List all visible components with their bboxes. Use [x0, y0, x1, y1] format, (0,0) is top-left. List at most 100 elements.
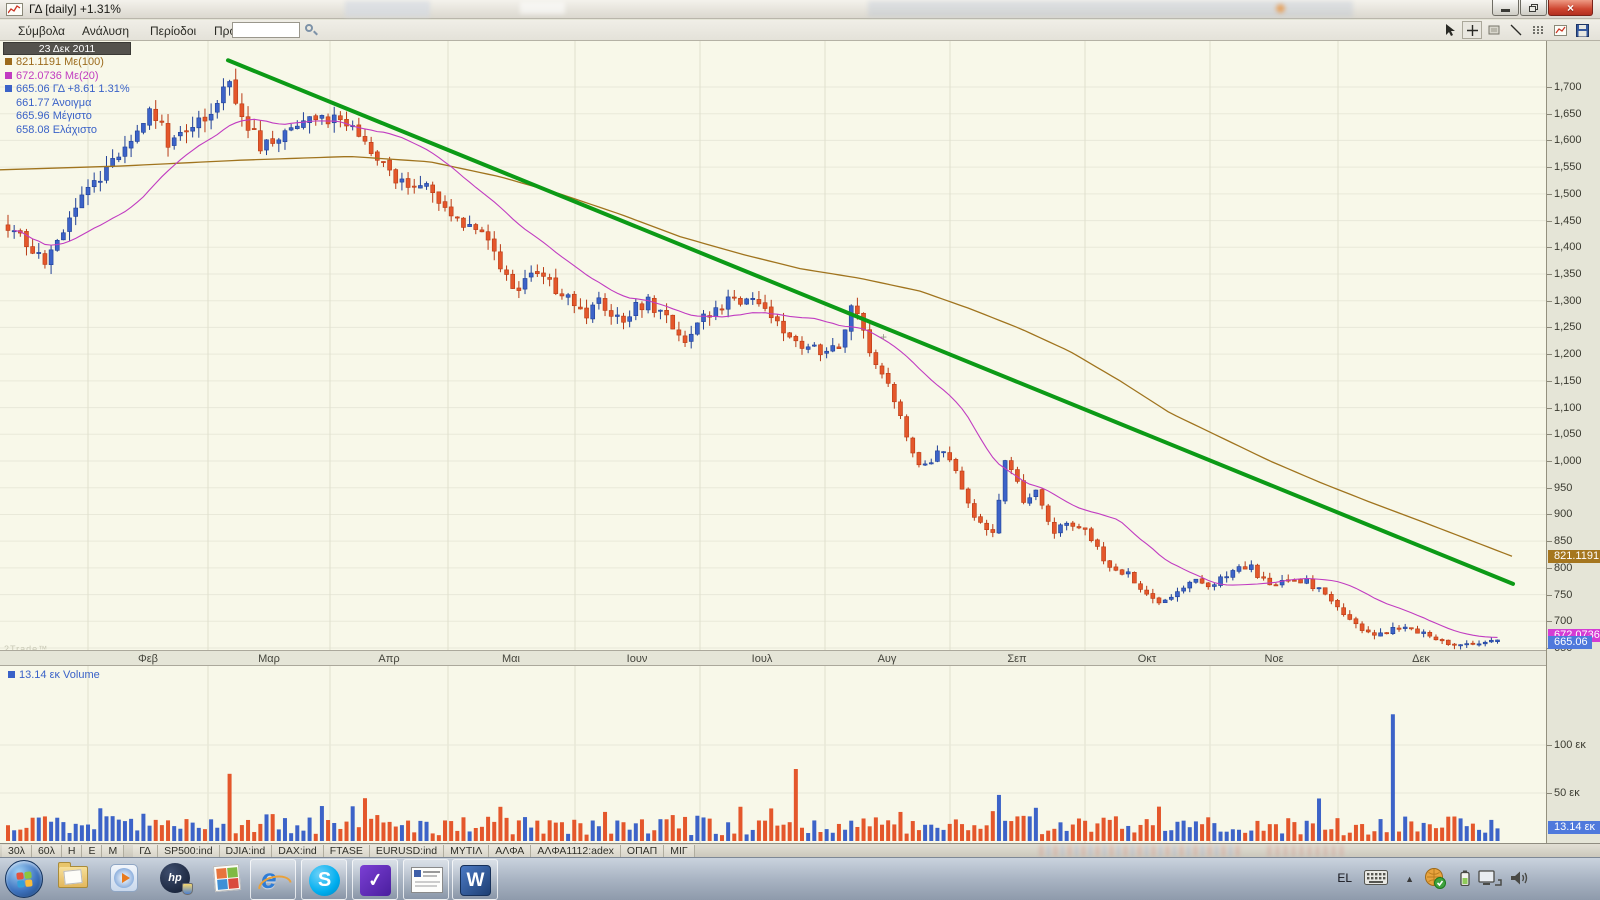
- pointer-tool-icon[interactable]: [1440, 21, 1460, 39]
- chart-legend: 23 Δεκ 2011: [3, 42, 131, 55]
- ghost-artifact: [868, 1, 1353, 17]
- app-icon: [6, 3, 23, 16]
- trading-app-taskbar-button[interactable]: ✓: [352, 859, 398, 900]
- chart-tool-icon[interactable]: [1550, 21, 1570, 39]
- month-label-Νοε: Νοε: [1264, 653, 1284, 665]
- svg-text:+: +: [880, 330, 887, 344]
- photo-viewer-taskbar-icon[interactable]: [212, 863, 242, 893]
- tab-SP500:ind[interactable]: SP500:ind: [158, 845, 220, 858]
- y-axis-label: 1,200: [1554, 348, 1582, 361]
- ie-taskbar-button[interactable]: e: [250, 859, 296, 900]
- y-axis-tickmark: [1547, 621, 1552, 623]
- time-axis: Φεβ Μαρ Απρ Μαι Ιουν Ιουλ Αυγ Σεπ Οκτ Νοε Δεκ: [0, 650, 1546, 666]
- tab-Ε[interactable]: Ε: [82, 845, 103, 858]
- tab-EURUSD:ind[interactable]: EURUSD:ind: [369, 845, 445, 858]
- y-axis-label: 1,500: [1554, 187, 1582, 200]
- y-axis-tickmark: [1547, 327, 1552, 329]
- volume-tickmark: [1547, 745, 1552, 746]
- trendline-tool-icon[interactable]: [1506, 21, 1526, 39]
- region-tool-icon[interactable]: [1484, 21, 1504, 39]
- ie-icon: e: [261, 863, 277, 894]
- tab-ΜΙΓ[interactable]: ΜΙΓ: [664, 845, 695, 858]
- y-axis-label: 900: [1554, 508, 1573, 521]
- tab-ΑΛΦΑ[interactable]: ΑΛΦΑ: [489, 845, 532, 858]
- tab-ΓΔ[interactable]: ΓΔ: [133, 845, 159, 858]
- cursor-date-label: 23 Δεκ 2011: [3, 42, 131, 55]
- ghost-artifact: [345, 1, 430, 17]
- antivirus-globe-icon[interactable]: [1425, 868, 1446, 889]
- tab-ΟΠΑΠ[interactable]: ΟΠΑΠ: [620, 845, 665, 858]
- hp-taskbar-icon[interactable]: hp: [160, 863, 193, 895]
- menu-periods[interactable]: Περίοδοι: [150, 24, 197, 38]
- explorer-taskbar-icon[interactable]: [58, 862, 88, 888]
- battery-icon[interactable]: [1456, 870, 1474, 886]
- taskbar: hp e S ✓: [0, 857, 1600, 900]
- price-axis: 1,700 1,650 1,600 1,550 1,500 1,450 1,400 1,350…: [1546, 41, 1600, 843]
- legend-high: 665.96 Μέγιστο: [16, 110, 92, 122]
- grid-tool-icon[interactable]: [1528, 21, 1548, 39]
- search-input[interactable]: [232, 22, 300, 38]
- volume-chart[interactable]: [0, 666, 1546, 843]
- ma100-price-box: 821.1191: [1548, 549, 1600, 563]
- shield-icon: [182, 883, 193, 895]
- tab-DJIA:ind[interactable]: DJIA:ind: [219, 845, 273, 858]
- menu-symbols[interactable]: Σύμβολα: [18, 24, 65, 38]
- legend-ma100: 821.1191 Με(100): [5, 56, 104, 68]
- menu-analysis[interactable]: Ανάλυση: [82, 24, 130, 38]
- tab-30λ[interactable]: 30λ: [2, 845, 32, 858]
- media-player-taskbar-icon[interactable]: [110, 864, 138, 892]
- show-hidden-icons-chevron[interactable]: ▲: [1405, 874, 1414, 884]
- y-axis-tickmark: [1547, 193, 1552, 195]
- search-icon[interactable]: [305, 24, 318, 37]
- word-icon: W: [460, 865, 491, 896]
- tab-ΜΥΤΙΛ[interactable]: ΜΥΤΙΛ: [444, 845, 490, 858]
- menu-bar: Σύμβολα Ανάλυση Περίοδοι Προβολή: [0, 20, 1600, 41]
- start-button[interactable]: [5, 860, 43, 898]
- speaker-icon[interactable]: [1510, 870, 1530, 886]
- tab-60λ[interactable]: 60λ: [31, 845, 62, 858]
- last-price-box: 665.06: [1548, 635, 1592, 649]
- language-indicator[interactable]: EL: [1337, 871, 1352, 885]
- tab-FTASE[interactable]: FTASE: [323, 845, 370, 858]
- tab-bar: 30λ 60λ Η Ε Μ ΓΔ SP500:ind DJIA:ind DAX:ind FTASE…: [0, 843, 1600, 858]
- y-axis-label: 1,400: [1554, 241, 1582, 254]
- y-axis-tickmark: [1547, 567, 1552, 569]
- word-taskbar-button[interactable]: W: [452, 859, 498, 900]
- restore-button[interactable]: [1520, 0, 1547, 16]
- skype-icon: S: [309, 865, 340, 896]
- tab-Η[interactable]: Η: [61, 845, 83, 858]
- network-icon[interactable]: [1478, 870, 1502, 887]
- y-axis-label: 1,600: [1554, 134, 1582, 147]
- y-axis-label: 1,100: [1554, 401, 1582, 414]
- legend-open: 661.77 Άνοιγμα: [16, 96, 92, 109]
- month-label-Μαι: Μαι: [502, 653, 520, 665]
- watermark: 2Trade™: [4, 644, 49, 654]
- legend-ma20: 672.0736 Με(20): [5, 70, 99, 82]
- price-chart[interactable]: +: [0, 41, 1546, 650]
- volume-swatch: [8, 671, 15, 678]
- y-axis-tickmark: [1547, 247, 1552, 249]
- y-axis-tickmark: [1547, 514, 1552, 516]
- window-title: ΓΔ [daily] +1.31%: [29, 2, 121, 16]
- keyboard-icon[interactable]: [1364, 870, 1388, 885]
- close-button[interactable]: ×: [1548, 0, 1593, 16]
- crosshair-tool-icon[interactable]: [1462, 21, 1482, 39]
- tab-Μ[interactable]: Μ: [102, 845, 125, 858]
- y-axis-label: 1,450: [1554, 214, 1582, 227]
- month-label-Ιουν: Ιουν: [626, 653, 648, 665]
- volume-axis-label: 100 εκ: [1554, 739, 1586, 751]
- save-icon[interactable]: [1572, 21, 1592, 39]
- ghost-artifact: [520, 2, 565, 14]
- tab-ΑΛΦΑ1112:adex[interactable]: ΑΛΦΑ1112:adex: [531, 845, 621, 858]
- document-app-taskbar-button[interactable]: [403, 859, 449, 900]
- symbol-swatch: [5, 85, 12, 92]
- y-axis-label: 1,350: [1554, 268, 1582, 280]
- minimize-button[interactable]: [1492, 0, 1519, 16]
- month-label-Ιουλ: Ιουλ: [751, 653, 773, 665]
- tab-DAX:ind[interactable]: DAX:ind: [272, 845, 324, 858]
- ma100-swatch: [5, 58, 12, 65]
- month-label-Σεπ: Σεπ: [1007, 653, 1027, 665]
- skype-taskbar-button[interactable]: S: [301, 859, 347, 900]
- y-axis-tickmark: [1547, 354, 1552, 356]
